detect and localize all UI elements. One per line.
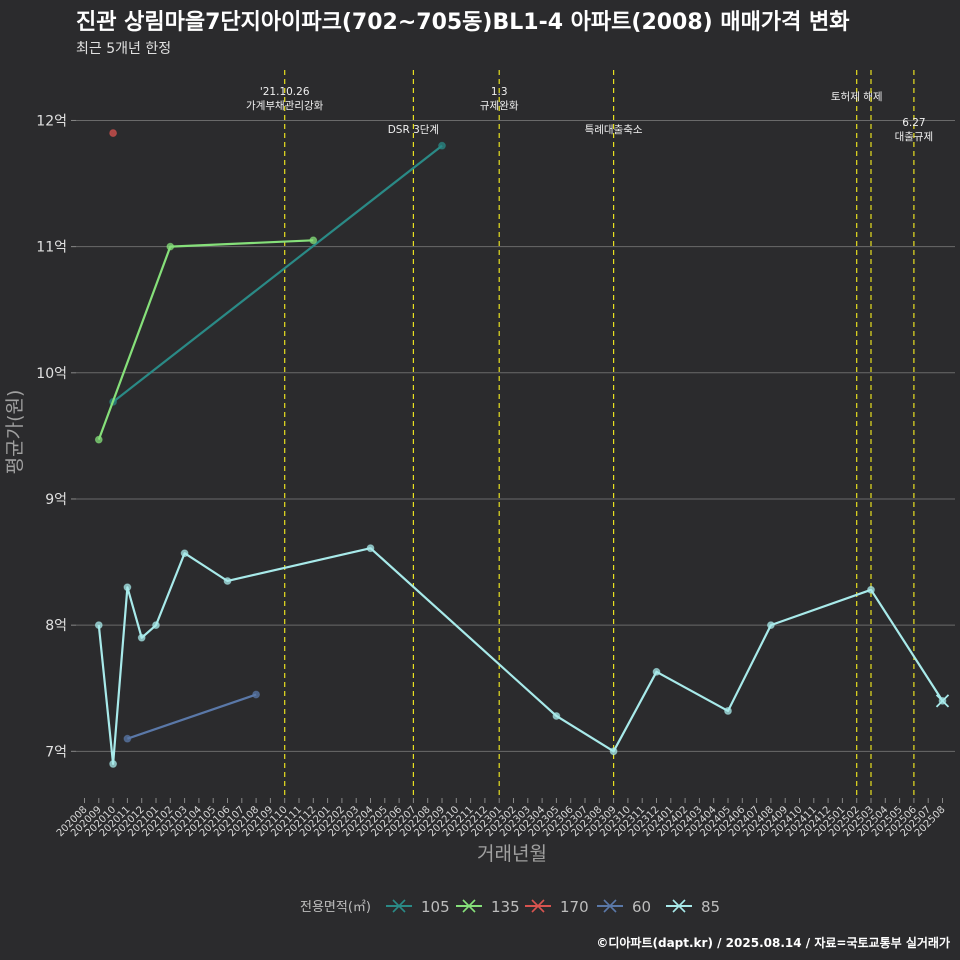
data-point-135	[94, 435, 103, 444]
x-axis-title: 거래년월	[477, 843, 547, 865]
event-label: '21.10.26	[260, 86, 310, 98]
legend-swatch-cross	[392, 899, 406, 913]
legend-swatch-cross	[603, 899, 617, 913]
source-caption: ©디아파트(dapt.kr) / 2025.08.14 / 자료=국토교통부 실…	[596, 936, 950, 950]
series-line-105	[112, 144, 443, 403]
data-point-85	[123, 583, 132, 592]
data-point-85	[652, 667, 661, 676]
data-point-85	[180, 549, 189, 558]
chart-title: 진관 상림마을7단지아이파크(702~705동)BL1-4 아파트(2008) …	[76, 10, 850, 35]
y-tick-label: 12억	[36, 113, 67, 129]
y-axis-title: 평균가(원)	[4, 390, 26, 475]
last-point-marker	[935, 694, 950, 708]
data-point-85	[366, 544, 375, 553]
y-tick-label: 7억	[45, 744, 67, 760]
data-point-85	[137, 633, 146, 642]
event-label: 규제완화	[480, 99, 519, 112]
event-label: 토허제 해제	[831, 90, 883, 103]
data-point-135	[166, 242, 175, 251]
event-label: 6.27	[902, 117, 925, 129]
event-label: 대출규제	[895, 131, 934, 143]
legend-item-label: 85	[701, 898, 720, 916]
grid-layer	[76, 119, 955, 752]
data-point-85	[109, 760, 117, 768]
legend-item-label: 170	[560, 898, 589, 916]
legend: 전용면적(㎡) 105 135 170 60 85	[300, 898, 720, 916]
legend-swatch-cross	[462, 899, 476, 913]
data-point-85	[724, 707, 732, 715]
x-axis: 2020082020092020102020112020122021012021…	[55, 798, 948, 839]
data-point-85	[552, 712, 561, 720]
event-label: DSR 3단계	[388, 124, 439, 136]
event-label: 가계부채관리강화	[246, 100, 324, 112]
legend-item-label: 60	[632, 898, 651, 916]
legend-title: 전용면적(㎡)	[300, 900, 371, 915]
data-point-85	[609, 747, 618, 756]
data-point-85	[767, 621, 775, 630]
data-point-170	[109, 129, 117, 137]
event-label: 특례대출축소	[585, 124, 643, 136]
data-point-105	[438, 141, 446, 150]
data-point-85	[223, 577, 232, 585]
y-axis: 7억 8억 9억 10억 11억 12억	[36, 113, 76, 760]
data-point-85	[94, 621, 103, 630]
y-tick-label: 11억	[36, 240, 67, 256]
y-tick-label: 9억	[45, 492, 67, 508]
y-tick-label: 8억	[45, 618, 67, 634]
data-point-135	[309, 236, 318, 245]
event-label: 1.3	[491, 86, 508, 98]
chart-subtitle: 최근 5개년 한정	[76, 41, 172, 57]
legend-swatch-cross	[672, 899, 686, 913]
legend-item-label: 135	[491, 898, 520, 916]
data-point-60	[252, 690, 261, 699]
legend-item-label: 105	[421, 898, 450, 916]
data-point-85	[867, 585, 875, 594]
data-point-60	[123, 734, 132, 743]
y-tick-label: 10억	[36, 366, 67, 382]
legend-swatch-cross	[531, 899, 545, 913]
series-line-60	[127, 693, 257, 740]
data-point-85	[152, 621, 160, 630]
series-layer	[94, 129, 950, 768]
